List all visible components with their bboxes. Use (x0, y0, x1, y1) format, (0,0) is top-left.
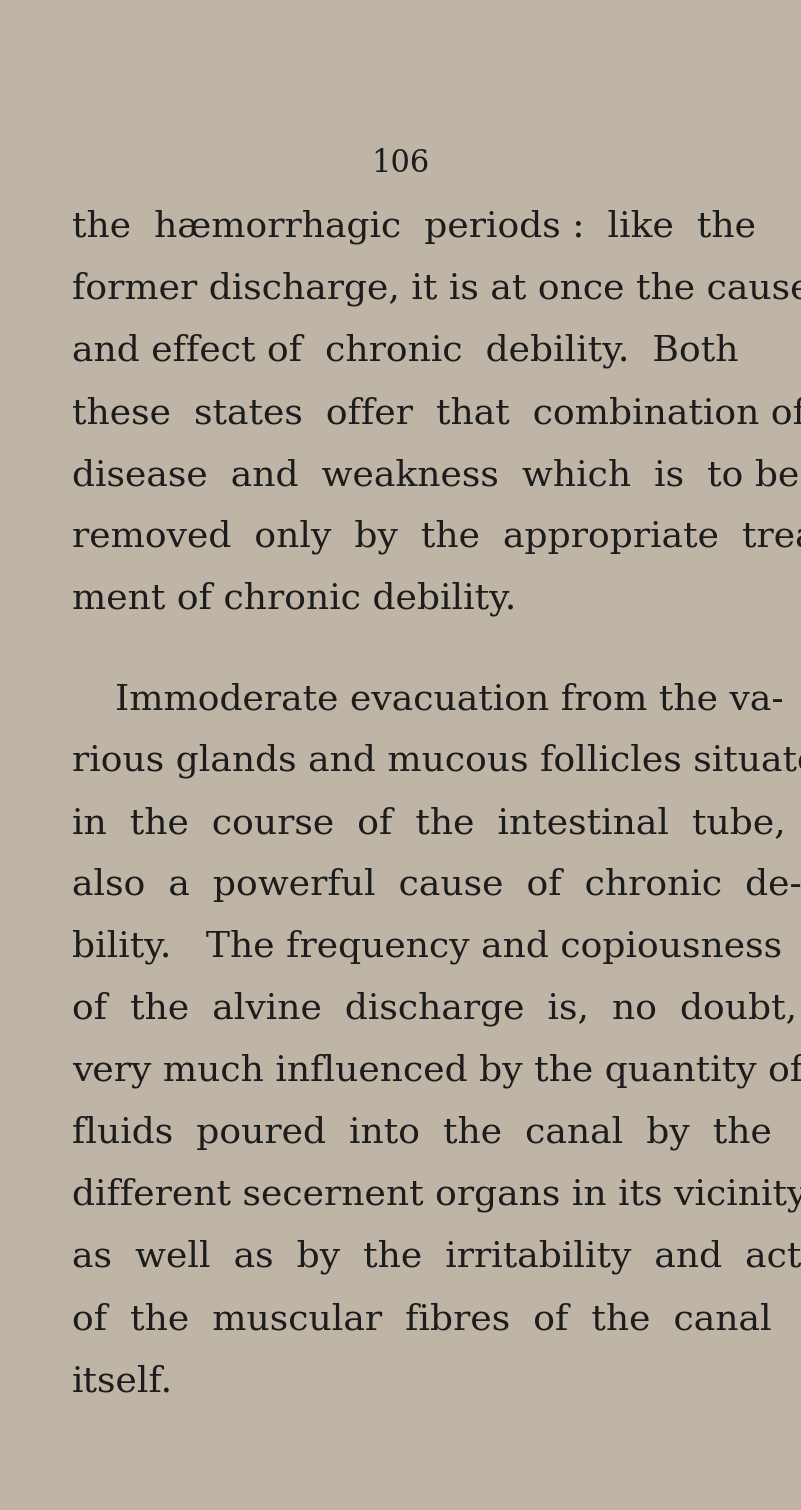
Text: Immoderate evacuation from the va-: Immoderate evacuation from the va- (115, 683, 783, 716)
Text: and effect of  chronic  debility.  Both: and effect of chronic debility. Both (72, 334, 739, 368)
Text: bility.   The frequency and copiousness: bility. The frequency and copiousness (72, 930, 782, 965)
Text: in  the  course  of  the  intestinal  tube,  is: in the course of the intestinal tube, is (72, 806, 801, 840)
Text: as  well  as  by  the  irritability  and  action: as well as by the irritability and actio… (72, 1240, 801, 1274)
Text: fluids  poured  into  the  canal  by  the: fluids poured into the canal by the (72, 1116, 772, 1151)
Text: former discharge, it is at once the cause: former discharge, it is at once the caus… (72, 272, 801, 307)
Text: itself.: itself. (72, 1364, 173, 1398)
Text: of  the  muscular  fibres  of  the  canal: of the muscular fibres of the canal (72, 1302, 771, 1336)
Text: 106: 106 (372, 148, 429, 180)
Text: of  the  alvine  discharge  is,  no  doubt,: of the alvine discharge is, no doubt, (72, 992, 797, 1027)
Text: the  hæmorrhagic  periods :  like  the: the hæmorrhagic periods : like the (72, 210, 756, 245)
Text: different secernent organs in its vicinity,: different secernent organs in its vicini… (72, 1178, 801, 1213)
Text: these  states  offer  that  combination of: these states offer that combination of (72, 396, 801, 430)
Text: also  a  powerful  cause  of  chronic  de-: also a powerful cause of chronic de- (72, 868, 801, 901)
Text: rious glands and mucous follicles situated: rious glands and mucous follicles situat… (72, 744, 801, 779)
Text: ment of chronic debility.: ment of chronic debility. (72, 581, 517, 616)
Text: disease  and  weakness  which  is  to be: disease and weakness which is to be (72, 458, 799, 492)
Text: removed  only  by  the  appropriate  treat-: removed only by the appropriate treat- (72, 519, 801, 554)
Text: very much influenced by the quantity of: very much influenced by the quantity of (72, 1054, 801, 1089)
